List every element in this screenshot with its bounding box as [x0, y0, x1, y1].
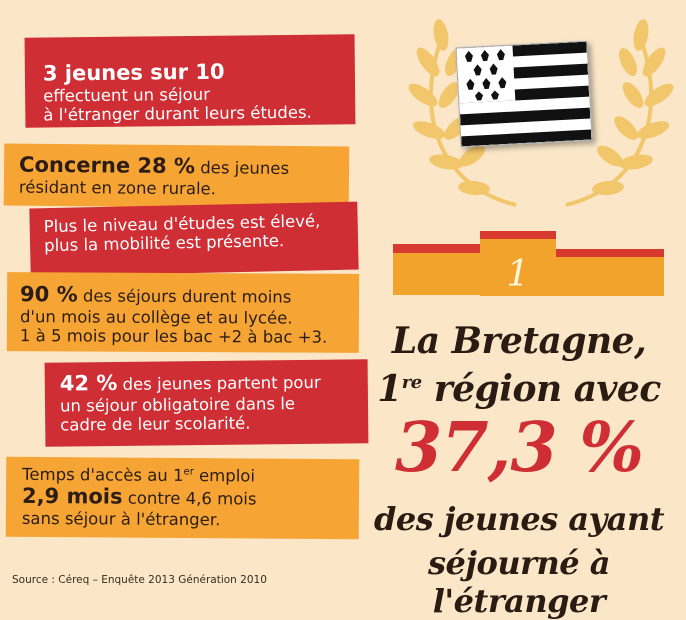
- stat-text: 1 à 5 mois pour les bac +2 à bac +3.: [19, 326, 328, 347]
- stat-text: Temps d'accès au 1: [22, 464, 184, 486]
- headline-percent: 37,3 %: [395, 408, 644, 488]
- podium-center-top: [480, 231, 556, 239]
- headline-subject: des jeunes ayant: [374, 500, 664, 538]
- stat-card-mobility-share: 3 jeunes sur 10 effectuent un séjour à l…: [24, 34, 356, 128]
- podium-rank: 1: [506, 254, 530, 295]
- source-note: Source : Céreq – Enquête 2013 Génération…: [12, 574, 267, 586]
- laurel-wreath-icon: [408, 19, 674, 207]
- stat-card-duration: 90 % des séjours durent moins d'un mois …: [6, 272, 360, 353]
- stat-text: des jeunes partent pour: [117, 372, 321, 394]
- podium-center: [480, 238, 556, 296]
- stat-card-first-job: Temps d'accès au 1er emploi 2,9 mois con…: [5, 456, 360, 540]
- stat-text: des jeunes: [194, 158, 290, 178]
- headline-region: La Bretagne,: [391, 320, 647, 362]
- stat-superscript: er: [183, 466, 194, 478]
- stat-text: à l'étranger durant leurs études.: [43, 102, 312, 125]
- stat-card-rural: Concerne 28 % des jeunes résidant en zon…: [3, 143, 350, 209]
- podium-left: [393, 252, 480, 295]
- stat-text: d'un mois au collège et au lycée.: [19, 306, 293, 328]
- podium-right: [556, 256, 664, 296]
- stat-highlight: 42 %: [59, 370, 118, 396]
- stat-text: résidant en zone rurale.: [18, 177, 217, 199]
- headline-rank: 1re région avec: [354, 368, 684, 410]
- stat-text: des séjours durent moins: [77, 286, 292, 307]
- headline-subject-2: séjourné à l'étranger: [428, 544, 610, 620]
- stat-highlight: 3 jeunes sur 10: [42, 59, 225, 86]
- stat-highlight: 90 %: [20, 282, 78, 307]
- stat-text: contre 4,6 mois: [122, 489, 257, 509]
- stat-card-mandatory-stay: 42 % des jeunes partent pour un séjour o…: [44, 359, 369, 447]
- podium-left-top: [393, 244, 480, 253]
- breton-flag-icon: [455, 40, 593, 148]
- headline-rank-number: 1: [377, 368, 402, 410]
- stat-text: emploi: [193, 466, 256, 486]
- stat-highlight: Concerne 28 %: [18, 152, 196, 179]
- podium-right-top: [556, 249, 664, 257]
- stat-highlight: 2,9 mois: [21, 484, 123, 510]
- stat-card-education-level: Plus le niveau d'études est élevé, plus …: [29, 201, 359, 277]
- headline-rank-text: région avec: [421, 368, 662, 410]
- stat-text: sans séjour à l'étranger.: [21, 509, 221, 530]
- headline-rank-suffix: re: [401, 372, 422, 393]
- stat-text: cadre de leur scolarité.: [60, 413, 251, 435]
